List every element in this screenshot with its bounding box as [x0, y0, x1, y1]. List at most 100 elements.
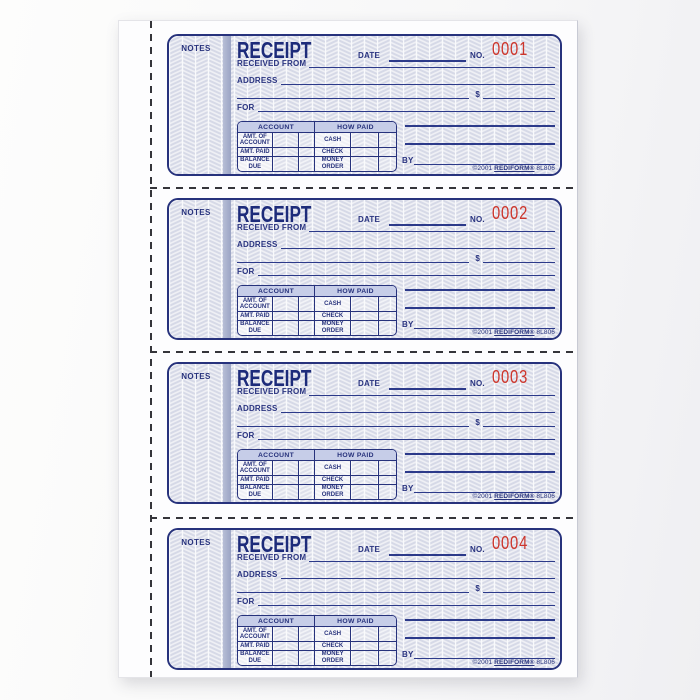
- address-row: ADDRESS: [237, 402, 555, 413]
- by-line: [413, 658, 555, 659]
- address-row: ADDRESS: [237, 238, 555, 249]
- date-line: [389, 388, 466, 390]
- how-paid-header: HOW PAID: [313, 450, 396, 461]
- notes-label: NOTES: [181, 44, 211, 53]
- blank-entry-cell: [271, 641, 299, 651]
- cash-label: CASH: [313, 295, 352, 313]
- receipt-number: 0003: [492, 367, 529, 387]
- write-line-1: [405, 453, 555, 455]
- for-row: FOR: [237, 429, 555, 440]
- amount-line: [237, 592, 470, 593]
- address-line: [280, 248, 555, 249]
- amt-paid-label: AMT. PAID: [238, 641, 273, 651]
- amount-line: [237, 426, 470, 427]
- received-from-line: [309, 231, 555, 232]
- blank-entry-cell: [271, 459, 299, 477]
- check-label: CHECK: [313, 147, 352, 157]
- blank-entry-cell: [297, 131, 315, 149]
- amt-paid-label: AMT. PAID: [238, 475, 273, 485]
- cash-label: CASH: [313, 131, 352, 149]
- date-line: [389, 554, 466, 556]
- date-line: [389, 224, 466, 226]
- how-paid-header: HOW PAID: [313, 616, 396, 627]
- blank-entry-cell: [350, 319, 380, 335]
- amt-of-account-label: AMT. OF ACCOUNT: [238, 625, 273, 643]
- notes-label: NOTES: [181, 538, 211, 547]
- received-from-label: RECEIVED FROM: [237, 553, 307, 562]
- amount-row: $: [237, 416, 555, 427]
- blank-entry-cell: [350, 131, 380, 149]
- received-from-line: [309, 67, 555, 68]
- receipt-book-page: NOTES RECEIPT DATE NO. 0001 RECEIVED FRO…: [118, 20, 578, 678]
- amount-row: $: [237, 252, 555, 263]
- copyright-year: ©2001: [472, 659, 493, 666]
- number-label: NO.: [470, 379, 485, 388]
- blank-entry-cell: [378, 483, 396, 499]
- number-label: NO.: [470, 215, 485, 224]
- for-row: FOR: [237, 101, 555, 112]
- by-label: BY: [402, 156, 414, 165]
- address-line: [280, 412, 555, 413]
- for-line: [257, 605, 555, 606]
- dollar-sign: $: [475, 90, 480, 99]
- amount-value-line: [483, 98, 555, 99]
- balance-due-label: BALANCE DUE: [238, 155, 273, 171]
- by-label: BY: [402, 650, 414, 659]
- blank-entry-cell: [350, 295, 380, 313]
- blank-entry-cell: [297, 155, 315, 171]
- for-line: [257, 275, 555, 276]
- payment-table: ACCOUNT HOW PAID AMT. OF ACCOUNT CASH AM…: [237, 449, 397, 500]
- blank-entry-cell: [297, 147, 315, 157]
- blank-entry-cell: [297, 625, 315, 643]
- address-label: ADDRESS: [237, 76, 278, 85]
- blank-entry-cell: [271, 475, 299, 485]
- for-label: FOR: [237, 597, 255, 606]
- for-label: FOR: [237, 267, 255, 276]
- how-paid-header: HOW PAID: [313, 286, 396, 297]
- blank-entry-cell: [378, 641, 396, 651]
- check-label: CHECK: [313, 641, 352, 651]
- date-label: DATE: [358, 51, 380, 60]
- amount-value-line: [483, 592, 555, 593]
- blank-entry-cell: [378, 155, 396, 171]
- by-row: BY: [402, 649, 555, 659]
- address-label: ADDRESS: [237, 404, 278, 413]
- horizontal-perforation: [150, 517, 577, 519]
- brand-logo: REDIFORM®: [494, 165, 535, 172]
- cash-label: CASH: [313, 625, 352, 643]
- blank-entry-cell: [297, 295, 315, 313]
- horizontal-perforation: [150, 351, 577, 353]
- blank-entry-cell: [378, 311, 396, 321]
- amt-paid-label: AMT. PAID: [238, 311, 273, 321]
- blank-entry-cell: [297, 475, 315, 485]
- by-line: [413, 328, 555, 329]
- blank-entry-cell: [378, 319, 396, 335]
- form-code: 8L806: [536, 329, 555, 336]
- receipt-form: NOTES RECEIPT DATE NO. 0003 RECEIVED FRO…: [167, 362, 562, 504]
- receipt-number: 0001: [492, 39, 529, 59]
- for-line: [257, 111, 555, 112]
- notes-stub: NOTES: [169, 36, 223, 174]
- blank-entry-cell: [378, 649, 396, 665]
- blank-entry-cell: [297, 641, 315, 651]
- received-from-line: [309, 395, 555, 396]
- by-row: BY: [402, 155, 555, 165]
- check-label: CHECK: [313, 311, 352, 321]
- amt-paid-label: AMT. PAID: [238, 147, 273, 157]
- blank-entry-cell: [297, 483, 315, 499]
- dollar-sign: $: [475, 418, 480, 427]
- for-label: FOR: [237, 103, 255, 112]
- payment-table: ACCOUNT HOW PAID AMT. OF ACCOUNT CASH AM…: [237, 285, 397, 336]
- payment-table: ACCOUNT HOW PAID AMT. OF ACCOUNT CASH AM…: [237, 121, 397, 172]
- received-from-row: RECEIVED FROM: [237, 57, 555, 68]
- received-from-label: RECEIVED FROM: [237, 387, 307, 396]
- blank-entry-cell: [271, 295, 299, 313]
- receipt-form: NOTES RECEIPT DATE NO. 0002 RECEIVED FRO…: [167, 198, 562, 340]
- notes-stub: NOTES: [169, 364, 223, 502]
- address-row: ADDRESS: [237, 568, 555, 579]
- brand-logo: REDIFORM®: [494, 329, 535, 336]
- notes-stub: NOTES: [169, 200, 223, 338]
- brand-logo: REDIFORM®: [494, 493, 535, 500]
- number-label: NO.: [470, 51, 485, 60]
- write-line-2: [405, 143, 555, 145]
